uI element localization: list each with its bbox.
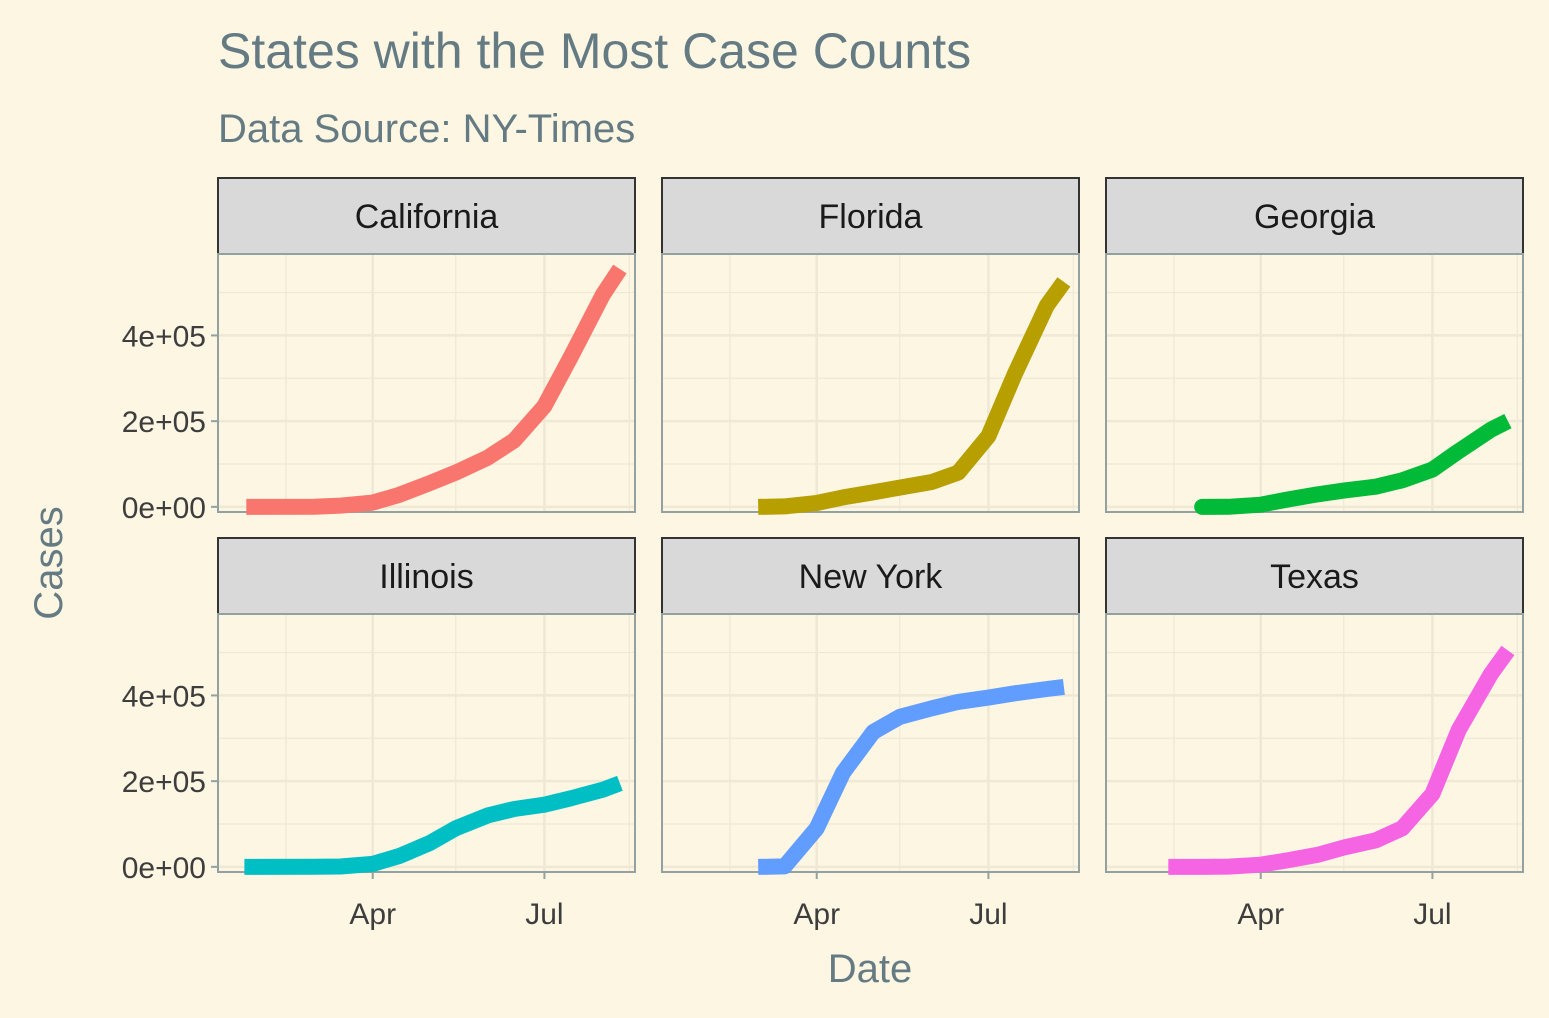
x-tick-label: Apr bbox=[1237, 898, 1284, 931]
facet-strip bbox=[1105, 177, 1524, 255]
panel-border bbox=[661, 253, 1080, 513]
facet-panel: Illinois 0e+00 2e+05 4e+05 Apr Jul bbox=[122, 537, 636, 931]
facet-panel: Florida bbox=[661, 177, 1080, 515]
y-tick-label: 2e+05 bbox=[122, 766, 206, 799]
x-tick-label: Apr bbox=[793, 898, 840, 931]
chart-subtitle: Data Source: NY-Times bbox=[218, 107, 635, 151]
facet-strip-label: Texas bbox=[1270, 558, 1359, 596]
series-line bbox=[246, 264, 627, 515]
series-line bbox=[1194, 413, 1512, 515]
panel-border bbox=[1105, 253, 1524, 513]
facet-strip bbox=[217, 537, 636, 615]
facet-panel: Georgia bbox=[1105, 177, 1524, 515]
y-axis-title: Cases bbox=[27, 506, 71, 619]
y-tick-label: 4e+05 bbox=[122, 680, 206, 713]
x-tick-label: Apr bbox=[349, 898, 396, 931]
x-tick-label: Jul bbox=[969, 898, 1007, 931]
facet-strip-label: Florida bbox=[819, 198, 923, 236]
y-tick-label: 2e+05 bbox=[122, 406, 206, 439]
y-tick-label: 4e+05 bbox=[122, 320, 206, 353]
facet-strip bbox=[661, 537, 1080, 615]
facet-strip-label: California bbox=[355, 198, 499, 236]
panel-border bbox=[217, 253, 636, 513]
series-line bbox=[758, 277, 1071, 515]
facet-panels: California 0e+00 2e+05 4e+05 Florida Georgia I… bbox=[122, 177, 1524, 931]
facet-strip-label: Georgia bbox=[1254, 198, 1375, 236]
x-tick-label: Jul bbox=[1413, 898, 1451, 931]
facet-panel: Texas Apr Jul bbox=[1105, 537, 1524, 931]
x-axis-title: Date bbox=[828, 947, 913, 991]
facet-strip bbox=[661, 177, 1080, 255]
y-tick-label: 0e+00 bbox=[122, 492, 206, 525]
facet-strip bbox=[1105, 537, 1524, 615]
y-tick-label: 0e+00 bbox=[122, 852, 206, 885]
facet-panel: New York Apr Jul bbox=[661, 537, 1080, 931]
chart-title: States with the Most Case Counts bbox=[218, 23, 971, 79]
facet-strip-label: Illinois bbox=[379, 558, 473, 596]
facet-panel: California 0e+00 2e+05 4e+05 bbox=[122, 177, 636, 525]
panel-border bbox=[217, 613, 636, 873]
series-line bbox=[758, 678, 1065, 875]
panel-border bbox=[1105, 613, 1524, 873]
series-line bbox=[244, 775, 623, 875]
facet-strip-label: New York bbox=[799, 558, 944, 596]
x-tick-label: Jul bbox=[525, 898, 563, 931]
panel-border bbox=[661, 613, 1080, 873]
series-line bbox=[1168, 645, 1515, 875]
facet-strip bbox=[217, 177, 636, 255]
